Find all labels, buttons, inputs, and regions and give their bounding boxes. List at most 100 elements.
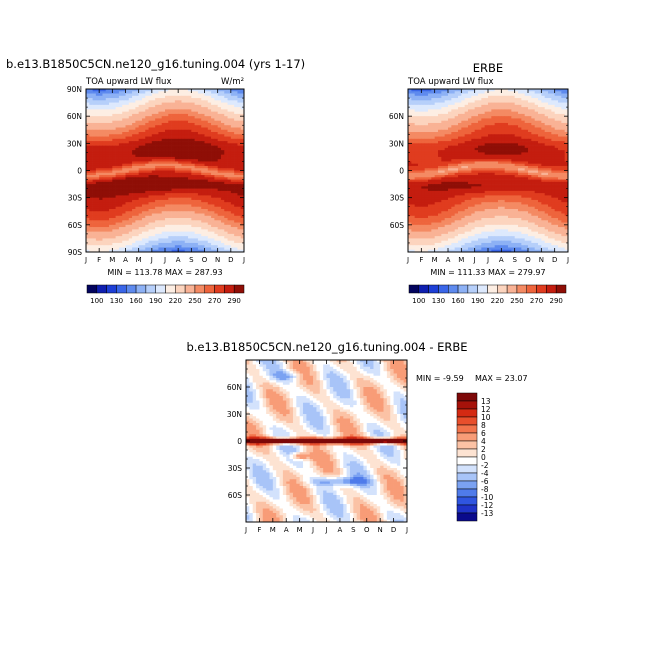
panel1-cell: [92, 102, 97, 106]
panel1-cell: [214, 91, 219, 94]
panel1-cell: [122, 152, 126, 155]
panel2-cell: [451, 136, 456, 140]
panel1-cell: [92, 222, 97, 226]
panel1-cell: [128, 129, 133, 133]
panel2-cell: [551, 89, 556, 92]
panel1-cell: [211, 120, 215, 124]
panel1-cell: [237, 138, 242, 142]
panel1-cell: [194, 109, 199, 112]
panel2-cell: [434, 122, 439, 126]
panel1-cell: [86, 220, 90, 223]
panel1-cell: [194, 143, 199, 146]
panel1-cell: [92, 109, 97, 112]
panel1-cell: [220, 163, 225, 167]
panel2-cell: [441, 116, 446, 119]
panel1-cell: [105, 240, 110, 244]
panel2-cell: [504, 145, 509, 149]
panel2-cell: [494, 113, 499, 117]
panel1-cell: [125, 206, 130, 210]
panel1-cell: [112, 188, 116, 192]
panel2-cell: [488, 134, 492, 137]
panel1-cell: [158, 190, 163, 194]
panel2-cell: [484, 129, 489, 133]
panel1-cell: [168, 199, 172, 203]
panel1-cell: [122, 206, 126, 210]
panel1-cell: [194, 172, 199, 176]
panel1-cell: [168, 224, 172, 228]
panel1-cell: [201, 98, 205, 101]
panel1-cell: [128, 218, 133, 221]
panel1-cell: [155, 150, 159, 153]
panel1-cell: [171, 213, 176, 217]
panel1-cell: [237, 116, 242, 119]
panel1-cell: [174, 233, 179, 237]
panel1-cell: [115, 125, 120, 128]
panel2-cell: [524, 154, 529, 158]
panel2-cell: [501, 132, 506, 135]
panel1-cell: [181, 145, 186, 149]
panel1-cell: [148, 147, 153, 151]
panel1-cell: [201, 89, 205, 92]
panel2-cell: [448, 93, 452, 97]
panel1-cell: [237, 134, 242, 137]
panel1-cell: [132, 147, 136, 151]
panel2-cell: [511, 95, 516, 99]
panel1-cell: [201, 224, 205, 228]
panel1-cell: [125, 120, 130, 124]
panel1-cell: [109, 177, 113, 180]
panel1-cell: [86, 179, 90, 183]
panel1-cell: [151, 159, 156, 162]
panel1-cell: [89, 161, 93, 165]
panel1-cell: [174, 213, 179, 217]
panel1-cell: [194, 208, 199, 212]
panel2-cell: [551, 127, 556, 131]
panel1-cell: [217, 132, 222, 135]
panel2-cell: [438, 89, 442, 92]
panel1-cell: [227, 199, 232, 203]
panel1-cell: [132, 156, 136, 160]
panel1-cell: [220, 233, 225, 237]
panel2-cell: [488, 136, 492, 140]
panel1-cell: [95, 147, 100, 151]
panel1-cell: [211, 170, 215, 174]
panel1-cell: [168, 211, 172, 214]
panel2-cell: [491, 120, 496, 124]
panel1-cell: [145, 111, 149, 115]
panel2-cell: [444, 152, 449, 155]
panel1-cell: [194, 204, 199, 208]
panel2-cell: [488, 154, 492, 158]
panel1-cell: [138, 132, 143, 135]
panel1-cell: [184, 165, 189, 169]
panel1-cell: [188, 227, 192, 230]
panel1-cell: [102, 138, 107, 142]
panel1-cell: [128, 134, 133, 137]
panel1-cell: [174, 156, 179, 160]
panel2-cell: [504, 136, 509, 140]
panel1-cell: [109, 125, 113, 128]
panel2-cell: [454, 134, 459, 137]
panel1-cell: [197, 204, 202, 208]
panel1-cell: [122, 249, 126, 253]
panel1-cell: [135, 172, 140, 176]
panel1-cell: [115, 204, 120, 208]
panel1-cell: [197, 143, 202, 146]
panel2-cell: [541, 145, 546, 149]
panel1-cell: [168, 165, 172, 169]
panel1-cell: [237, 218, 242, 221]
panel1-cell: [122, 93, 126, 97]
panel1-cell: [135, 195, 140, 199]
panel1-cell: [86, 231, 90, 235]
panel1-cell: [112, 206, 116, 210]
panel1-cell: [197, 136, 202, 140]
panel1-cell: [105, 154, 110, 158]
panel1-cell: [181, 240, 186, 244]
panel1-cell: [135, 136, 140, 140]
panel1-cell: [168, 147, 172, 151]
panel1-cell: [138, 170, 143, 174]
panel1-cell: [207, 136, 212, 140]
panel2-cell: [438, 107, 442, 110]
panel1-cell: [214, 197, 219, 201]
panel1-cell: [227, 224, 232, 228]
panel1-cell: [148, 195, 153, 199]
panel1-cell: [92, 213, 97, 217]
